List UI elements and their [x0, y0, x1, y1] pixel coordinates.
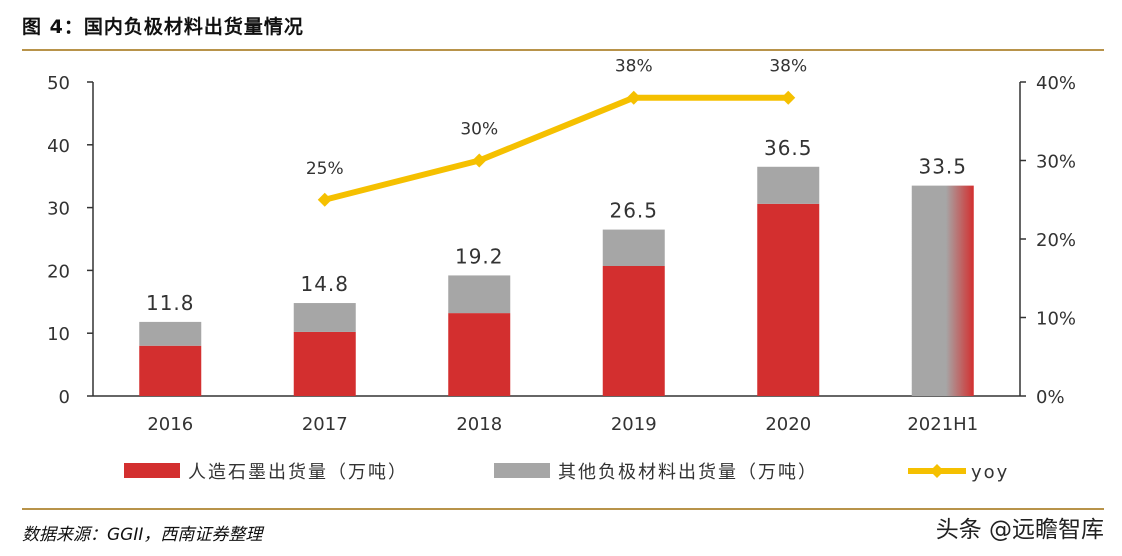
category-label: 2019 [611, 414, 657, 435]
top-rule [22, 49, 1104, 51]
yoy-label: 38% [615, 57, 653, 77]
yoy-point [626, 90, 641, 105]
legend-marker-yoy [930, 464, 944, 478]
left-tick-label: 40 [47, 136, 70, 157]
bar-artificial-graphite [139, 345, 202, 396]
watermark: 头条 @远瞻智库 [935, 517, 1104, 543]
right-tick-label: 0% [1036, 387, 1065, 408]
yoy-point [317, 192, 332, 207]
category-label: 2020 [765, 414, 811, 435]
bar-total-label: 26.5 [609, 199, 658, 223]
legend-swatch-other [494, 463, 550, 478]
bar-total-label: 19.2 [455, 244, 504, 268]
right-tick-label: 40% [1036, 73, 1076, 94]
right-tick-label: 10% [1036, 309, 1076, 330]
legend-swatch-artificial [124, 463, 180, 478]
yoy-label: 30% [460, 120, 498, 140]
bar-total-label: 11.8 [146, 291, 195, 315]
legend-label-other: 其他负极材料出货量（万吨） [558, 462, 818, 483]
yoy-label: 38% [769, 57, 807, 77]
bar-artificial-graphite [911, 185, 974, 396]
bar-other-anode [293, 303, 356, 332]
yoy-point [472, 153, 487, 168]
bar-other-anode [448, 275, 511, 314]
bar-artificial-graphite [448, 313, 511, 396]
figure-title: 图 4：国内负极材料出货量情况 [22, 16, 304, 38]
bar-artificial-graphite [293, 331, 356, 396]
legend-label-artificial: 人造石墨出货量（万吨） [188, 462, 408, 483]
bar-other-anode [602, 229, 665, 267]
bar-artificial-graphite [757, 203, 820, 396]
chart: 0 10 20 30 40 50 0% 10% 20% 30% 40% 2016 2017 2018 201… [47, 57, 1076, 483]
category-label: 2017 [302, 414, 348, 435]
yoy-label: 25% [306, 159, 344, 179]
bar-total-label: 33.5 [918, 155, 967, 179]
right-tick-label: 30% [1036, 152, 1076, 173]
category-label: 2018 [456, 414, 502, 435]
bar-total-label: 36.5 [764, 136, 813, 160]
left-tick-label: 0 [59, 387, 70, 408]
source-note: 数据来源：GGII，西南证券整理 [22, 525, 263, 545]
bottom-rule [22, 508, 1104, 510]
left-tick-label: 10 [47, 324, 70, 345]
legend-label-yoy: yoy [971, 462, 1009, 483]
left-tick-label: 20 [47, 261, 70, 282]
left-tick-label: 30 [47, 199, 70, 220]
right-tick-label: 20% [1036, 230, 1076, 251]
bar-artificial-graphite [602, 266, 665, 396]
yoy-point [781, 90, 796, 105]
bar-total-label: 14.8 [300, 272, 349, 296]
bar-other-anode [139, 321, 202, 346]
category-label: 2016 [147, 414, 193, 435]
bar-other-anode [757, 166, 820, 204]
left-tick-label: 50 [47, 73, 70, 94]
category-label: 2021H1 [907, 414, 978, 435]
yoy-line [324, 94, 789, 203]
